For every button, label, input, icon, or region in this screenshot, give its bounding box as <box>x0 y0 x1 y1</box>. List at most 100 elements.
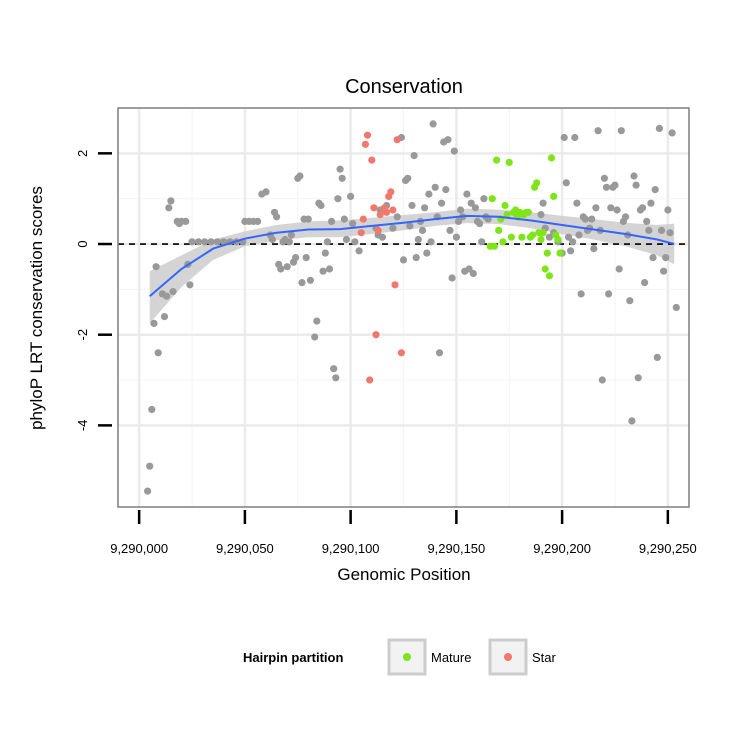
data-point-mature <box>547 154 556 162</box>
data-point-mature <box>533 179 541 187</box>
data-point-mature <box>550 192 558 200</box>
y-axis-label: phyloP LRT conservation scores <box>27 186 46 430</box>
data-point-other <box>287 231 295 239</box>
data-point-mature <box>556 249 564 257</box>
data-point-other <box>442 186 450 194</box>
data-point-mature <box>493 156 501 164</box>
data-point-mature <box>545 272 554 280</box>
data-point-other <box>645 226 653 234</box>
data-point-other <box>404 174 412 182</box>
data-point-star <box>397 349 405 357</box>
data-point-other <box>626 297 634 305</box>
data-point-star <box>391 281 399 289</box>
data-point-other <box>165 204 173 212</box>
data-point-other <box>613 206 621 214</box>
data-point-other <box>330 365 338 373</box>
data-point-other <box>539 199 547 207</box>
data-point-star <box>361 140 369 148</box>
data-point-mature <box>495 226 503 234</box>
data-point-other <box>355 247 363 255</box>
data-point-other <box>338 174 346 182</box>
data-point-other <box>662 254 670 262</box>
data-point-other <box>408 201 416 210</box>
x-tick-label: 9,290,000 <box>110 541 168 556</box>
data-point-other <box>304 215 312 223</box>
data-point-other <box>463 190 471 198</box>
data-point-other <box>334 195 342 203</box>
data-point-star <box>368 156 376 164</box>
data-point-other <box>399 256 408 264</box>
data-point-other <box>602 183 611 191</box>
data-point-other <box>311 333 319 341</box>
panel-border <box>117 107 690 508</box>
data-point-other <box>418 226 427 234</box>
data-points <box>144 120 680 495</box>
data-point-other <box>617 127 625 135</box>
data-point-other <box>628 417 636 425</box>
data-point-other <box>410 152 418 160</box>
data-point-other <box>560 133 568 142</box>
data-point-other <box>594 127 602 135</box>
data-point-other <box>600 174 609 182</box>
data-point-other <box>450 147 458 155</box>
data-point-other <box>169 288 177 296</box>
grid-lines <box>118 108 689 507</box>
data-point-other <box>562 179 570 187</box>
data-point-other <box>340 215 348 223</box>
data-point-other <box>332 374 340 382</box>
data-point-other <box>207 238 215 246</box>
data-point-other <box>425 190 433 198</box>
data-point-other <box>325 265 334 273</box>
data-point-mature <box>537 235 545 244</box>
data-point-other <box>571 133 579 142</box>
axes: 9,290,000 9,290,050 9,290,100 9,290,150 9,29… <box>75 150 697 556</box>
data-point-other <box>167 197 175 205</box>
data-point-other <box>349 220 357 228</box>
data-point-mature <box>507 233 515 241</box>
data-point-mature <box>539 229 547 237</box>
data-point-mature <box>543 249 551 257</box>
data-point-mature <box>554 235 562 244</box>
data-point-other <box>313 317 321 325</box>
data-point-mature <box>524 208 532 216</box>
data-point-other <box>414 235 422 244</box>
data-point-other <box>638 204 647 212</box>
data-point-other <box>412 254 420 262</box>
data-point-other <box>480 195 488 203</box>
data-point-other <box>273 213 281 221</box>
data-point-other <box>254 217 262 225</box>
data-point-other <box>336 165 344 173</box>
data-point-other <box>351 238 359 246</box>
data-point-other <box>186 281 194 289</box>
data-point-star <box>389 206 397 214</box>
data-point-other <box>649 254 657 262</box>
data-point-mature <box>505 158 513 166</box>
data-point-other <box>590 245 598 253</box>
data-point-other <box>607 204 615 212</box>
data-point-other <box>406 222 414 230</box>
data-point-other <box>146 462 154 470</box>
data-point-other <box>277 265 285 273</box>
data-point-other <box>444 136 452 144</box>
data-point-star <box>363 131 372 139</box>
data-point-other <box>321 249 329 257</box>
data-point-other <box>378 233 386 241</box>
data-point-other <box>188 238 196 246</box>
data-point-other <box>220 238 228 246</box>
data-point-star <box>372 331 380 339</box>
confidence-band <box>149 208 675 324</box>
data-point-other <box>328 217 336 225</box>
data-point-other <box>668 129 676 137</box>
data-point-star <box>359 215 367 223</box>
data-point-mature <box>528 231 537 239</box>
y-tick-label: 0 <box>75 240 90 247</box>
data-point-other <box>427 238 435 246</box>
data-point-other <box>423 249 431 257</box>
legend-label-star: Star <box>532 650 557 665</box>
data-point-star <box>366 376 374 384</box>
data-point-mature <box>488 195 496 203</box>
data-point-other <box>163 292 171 300</box>
data-point-star <box>387 188 395 196</box>
data-point-other <box>452 233 460 241</box>
